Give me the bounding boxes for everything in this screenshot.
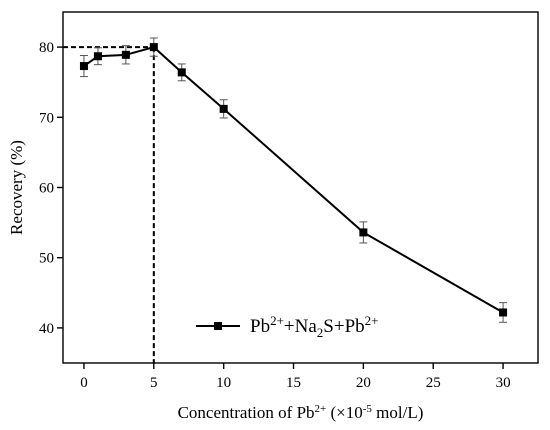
series-line: [83, 45, 504, 314]
data-point-4: [177, 68, 186, 77]
x-tick-label-10: 10: [216, 375, 231, 391]
x-tick-label-30: 30: [496, 375, 511, 391]
y-tick-label-40: 40: [39, 321, 54, 337]
y-axis-title: Recovery (%): [7, 140, 26, 235]
data-point-0: [79, 62, 88, 71]
x-tick-label-0: 0: [80, 375, 88, 391]
data-point-1: [93, 52, 102, 61]
data-point-7: [499, 308, 508, 317]
series-pb-na2s: [79, 37, 508, 323]
data-point-6: [359, 228, 368, 237]
axes: 0 5 10 15 20 25 30 40 50 60 70 80 Concentration of P…: [7, 40, 511, 422]
data-point-2: [121, 50, 130, 59]
legend-label: Pb2++Na2S+Pb2+: [250, 313, 379, 340]
y-tick-label-80: 80: [39, 40, 54, 56]
x-axis-title: Concentration of Pb2+ (×10-5 mol/L): [178, 403, 424, 422]
y-tick-label-60: 60: [39, 181, 54, 197]
x-tick-label-20: 20: [356, 375, 371, 391]
reference-lines: [63, 46, 155, 363]
y-tick-label-50: 50: [39, 251, 54, 267]
data-point-5: [219, 104, 228, 113]
plot-frame: [62, 11, 539, 364]
legend: Pb2++Na2S+Pb2+: [196, 313, 379, 340]
x-tick-label-25: 25: [426, 375, 441, 391]
plot-border: [62, 11, 539, 364]
x-tick-label-5: 5: [150, 375, 158, 391]
data-point-3: [149, 43, 158, 52]
y-tick-label-70: 70: [39, 110, 54, 126]
legend-marker: [214, 322, 222, 330]
x-tick-label-15: 15: [286, 375, 301, 391]
